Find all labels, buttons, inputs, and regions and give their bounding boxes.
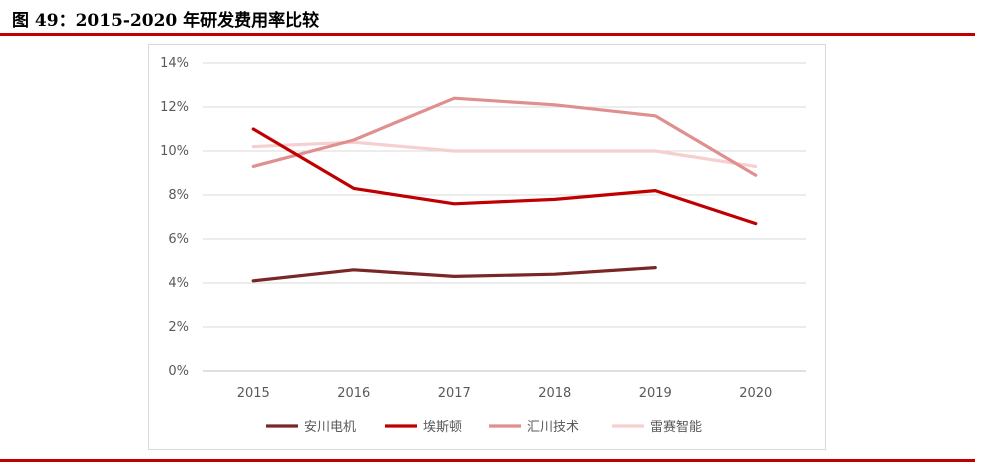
y-tick-label: 12%: [160, 100, 189, 115]
x-tick-label: 2016: [337, 386, 370, 401]
y-axis-ticks: 0% 2% 4% 6% 8% 10% 12% 14%: [160, 56, 189, 379]
legend-label: 汇川技术: [527, 420, 579, 435]
x-tick-label: 2017: [438, 386, 471, 401]
title-rule: [0, 33, 975, 36]
y-tick-label: 4%: [168, 276, 189, 291]
x-tick-label: 2019: [639, 386, 672, 401]
x-tick-label: 2018: [538, 386, 571, 401]
series-line-2: [251, 96, 758, 177]
legend: 安川电机 埃斯顿 汇川技术 雷赛智能: [266, 419, 702, 435]
chart-frame: [148, 44, 826, 450]
legend-label: 安川电机: [304, 420, 356, 435]
x-tick-label: 2020: [739, 386, 772, 401]
x-axis-ticks: 2015 2016 2017 2018 2019 2020: [237, 386, 773, 401]
y-tick-label: 2%: [168, 320, 189, 335]
figure-title: 图 49：2015-2020 年研发费用率比较: [12, 11, 320, 31]
bottom-rule: [0, 459, 975, 462]
series-line-1: [251, 127, 758, 226]
y-tick-label: 10%: [160, 144, 189, 159]
series-lines: [251, 96, 758, 283]
y-tick-label: 14%: [160, 56, 189, 71]
x-tick-label: 2015: [237, 386, 270, 401]
legend-label: 雷赛智能: [650, 419, 702, 435]
legend-label: 埃斯顿: [423, 420, 462, 435]
y-tick-label: 6%: [168, 232, 189, 247]
series-line-0: [251, 266, 657, 283]
gridlines: [203, 62, 806, 372]
y-tick-label: 8%: [168, 188, 189, 203]
y-tick-label: 0%: [168, 364, 189, 379]
